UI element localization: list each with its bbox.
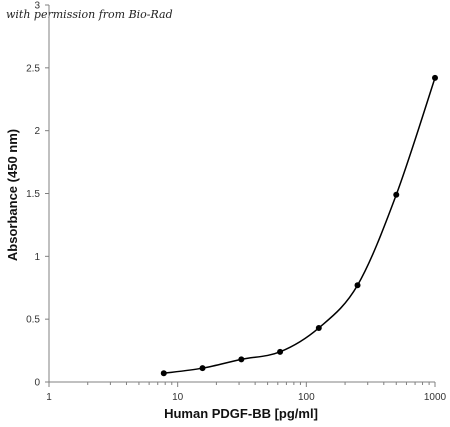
x-tick-label: 100 [298,392,315,403]
y-tick-label: 3 [34,1,40,12]
data-point [354,282,361,289]
y-axis-title: Absorbance (450 nm) [5,129,20,261]
credit-note: with permission from Bio-Rad [6,8,173,21]
y-tick-label: 2.5 [26,63,40,74]
y-tick-label: 0.5 [26,315,40,326]
x-axis-title: Human PDGF-BB [pg/ml] [164,406,318,421]
data-point [277,348,284,355]
series-line [163,77,436,374]
y-tick-label: 1.5 [26,189,40,200]
data-point [238,356,245,363]
data-points [160,74,438,377]
y-tick-label: 1 [34,252,40,263]
y-axis-ticks: 0 0.5 1 1.5 2 2.5 3 [26,1,49,389]
y-tick-label: 2 [34,126,40,137]
data-point [432,74,438,81]
data-point [393,191,400,198]
data-point [315,324,322,331]
y-tick-label: 0 [34,378,40,389]
data-point [199,365,206,372]
data-point [160,370,167,377]
x-tick-label: 1 [46,392,52,403]
x-axis-ticks: 1 10 100 1000 [46,382,447,403]
x-tick-label: 10 [172,392,184,403]
x-tick-label: 1000 [424,392,447,403]
